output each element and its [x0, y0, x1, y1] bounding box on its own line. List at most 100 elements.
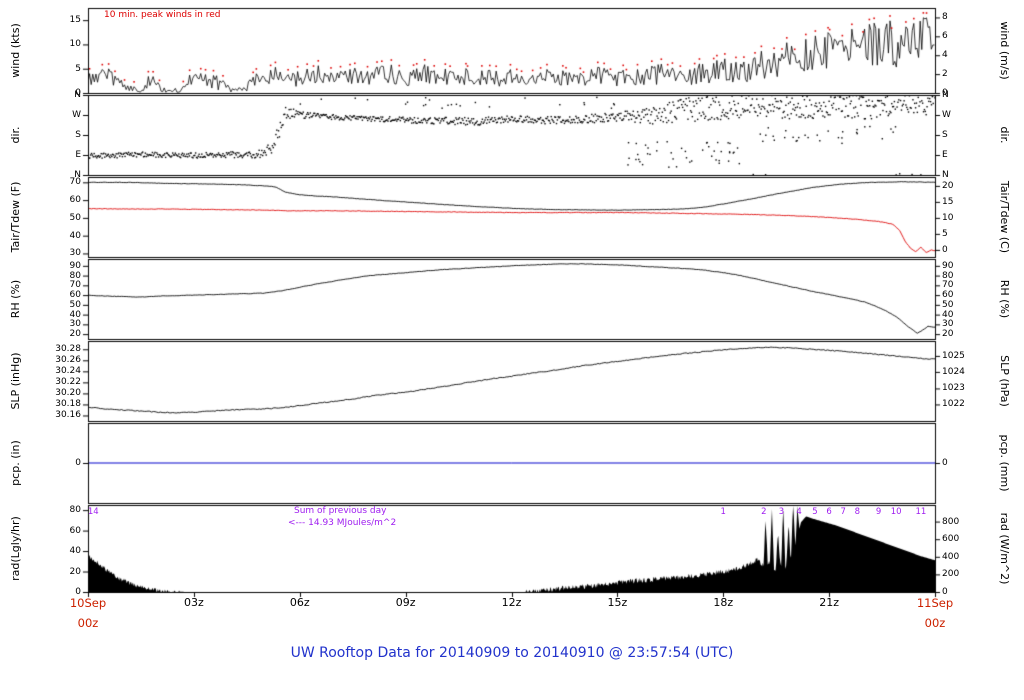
y-tick-label-right-sea_level_pressure-1: 1024 [942, 366, 965, 377]
y-tick-label-right-sea_level_pressure-0: 1025 [942, 350, 965, 361]
axis-title-right-direction: dir. [998, 126, 1011, 144]
y-tick-label-left-sea_level_pressure-0: 30.28 [55, 344, 81, 355]
y-tick-label-left-direction-4: N [74, 170, 81, 180]
rad-mjoule-marker-14: 14 [87, 507, 99, 517]
y-tick-label-left-temperature-0: 70 [69, 177, 81, 188]
y-tick-label-left-wind-2: 5 [75, 63, 81, 74]
x-tick-label-5: 18z [713, 596, 734, 609]
y-tick-label-left-relative_humidity-3: 60 [69, 290, 81, 301]
y-tick-label-left-direction-0: N [74, 90, 81, 100]
x-tick-label-6: 21z [819, 596, 840, 609]
y-tick-label-left-direction-2: S [75, 130, 81, 140]
x-start-date-label: 10Sep [69, 596, 107, 610]
y-tick-label-left-direction-1: W [72, 110, 81, 120]
axis-title-right-relative_humidity: RH (%) [998, 279, 1011, 319]
y-tick-label-left-radiation-1: 60 [69, 525, 81, 536]
y-tick-label-right-radiation-3: 200 [942, 569, 960, 580]
rad-mjoule-marker-7: 7 [840, 507, 846, 517]
rad-mjoule-marker-11: 11 [915, 507, 927, 517]
y-tick-label-right-relative_humidity-4: 50 [942, 299, 954, 310]
y-tick-label-left-temperature-3: 40 [69, 230, 81, 241]
rad-mjoule-marker-2: 2 [761, 507, 767, 517]
y-tick-label-right-relative_humidity-7: 20 [942, 329, 954, 340]
y-tick-label-left-radiation-0: 80 [69, 505, 81, 516]
rad-mjoule-marker-9: 9 [875, 507, 882, 517]
y-tick-label-right-wind-2: 4 [942, 50, 948, 61]
y-tick-label-left-sea_level_pressure-6: 30.16 [55, 410, 81, 421]
y-tick-label-right-relative_humidity-5: 40 [942, 309, 954, 320]
y-tick-label-left-direction-3: E [75, 150, 81, 160]
chart-title: UW Rooftop Data for 20140909 to 20140910… [290, 645, 734, 661]
rad-mjoule-marker-1: 1 [720, 507, 726, 517]
wind-peak-note-label: 10 min. peak winds in red [104, 10, 221, 20]
y-tick-label-left-relative_humidity-6: 30 [69, 319, 81, 330]
rad-mjoule-marker-4: 4 [796, 507, 802, 517]
y-tick-label-left-relative_humidity-4: 50 [69, 299, 81, 310]
axis-title-right-wind: wind (m/s) [998, 21, 1011, 80]
y-tick-label-left-temperature-1: 60 [69, 195, 81, 206]
y-tick-label-right-radiation-0: 800 [942, 516, 960, 527]
y-tick-label-right-temperature-4: 0 [942, 244, 948, 255]
y-tick-label-right-temperature-3: 5 [942, 228, 948, 239]
x-tick-label-1: 06z [289, 596, 310, 609]
y-tick-label-left-relative_humidity-1: 80 [69, 270, 81, 281]
axis-title-left-sea_level_pressure: SLP (inHg) [9, 352, 22, 410]
axis-title-left-precipitation: pcp. (in) [9, 440, 22, 486]
y-tick-label-right-relative_humidity-6: 30 [942, 319, 954, 330]
y-tick-label-left-sea_level_pressure-2: 30.24 [55, 366, 81, 377]
y-tick-label-left-sea_level_pressure-3: 30.22 [55, 377, 81, 388]
x-start-hour-label: 00z [77, 616, 99, 630]
rad-sum-value-label: <--- 14.93 MJoules/m^2 [288, 518, 397, 528]
y-tick-label-left-relative_humidity-2: 70 [69, 280, 81, 291]
x-end-date-label: 11Sep [916, 596, 954, 610]
rad-mjoule-marker-6: 6 [826, 507, 832, 517]
y-tick-label-right-temperature-2: 10 [942, 212, 954, 223]
axis-title-right-precipitation: pcp. (mm) [998, 434, 1011, 492]
x-tick-label-4: 15z [607, 596, 628, 609]
y-tick-label-right-wind-3: 2 [942, 69, 948, 80]
y-tick-label-left-relative_humidity-5: 40 [69, 309, 81, 320]
y-tick-label-right-direction-4: N [942, 170, 949, 180]
y-tick-label-left-radiation-4: 0 [75, 587, 81, 597]
rad-sum-previous-day-label: Sum of previous day [294, 506, 387, 516]
y-tick-label-right-relative_humidity-2: 70 [942, 280, 954, 291]
axis-title-left-wind: wind (kts) [9, 23, 22, 78]
y-tick-label-right-sea_level_pressure-2: 1023 [942, 383, 965, 394]
y-tick-label-right-relative_humidity-3: 60 [942, 290, 954, 301]
x-tick-label-3: 12z [501, 596, 522, 609]
y-tick-label-right-relative_humidity-0: 90 [942, 260, 954, 271]
x-tick-label-0: 03z [183, 596, 204, 609]
x-end-hour-label: 00z [924, 616, 946, 630]
y-tick-label-right-wind-1: 6 [942, 31, 948, 42]
y-tick-label-left-wind-1: 10 [69, 39, 81, 50]
y-tick-label-left-sea_level_pressure-5: 30.18 [55, 399, 81, 410]
axis-title-right-sea_level_pressure: SLP (hPa) [998, 355, 1011, 407]
y-tick-label-right-direction-1: W [942, 110, 951, 120]
y-tick-label-right-wind-0: 8 [942, 12, 948, 23]
y-tick-label-right-direction-2: S [942, 130, 948, 140]
rad-mjoule-marker-10: 10 [890, 507, 902, 517]
y-tick-label-right-wind-4: 0 [942, 88, 948, 98]
y-tick-label-left-sea_level_pressure-1: 30.26 [55, 355, 81, 366]
y-tick-label-left-radiation-3: 20 [69, 566, 81, 577]
y-tick-label-right-radiation-4: 0 [942, 587, 948, 597]
y-tick-label-right-radiation-1: 600 [942, 534, 960, 545]
y-tick-label-right-radiation-2: 400 [942, 551, 960, 562]
axis-title-right-temperature: Tair/Tdew (C) [998, 180, 1011, 254]
x-tick-label-2: 09z [395, 596, 416, 609]
y-tick-label-right-temperature-1: 15 [942, 196, 954, 207]
y-tick-label-right-precipitation-0: 0 [942, 458, 948, 468]
rad-mjoule-marker-5: 5 [812, 507, 818, 517]
y-tick-label-left-sea_level_pressure-4: 30.20 [55, 388, 81, 399]
axis-title-left-temperature: Tair/Tdew (F) [9, 181, 22, 253]
y-tick-label-left-relative_humidity-0: 90 [69, 260, 81, 271]
axis-title-right-radiation: rad (W/m^2) [998, 512, 1011, 585]
y-tick-label-left-temperature-2: 50 [69, 212, 81, 223]
y-tick-label-right-direction-0: N [942, 90, 949, 100]
y-tick-label-left-wind-0: 15 [69, 15, 81, 26]
y-tick-label-left-radiation-2: 40 [69, 546, 81, 557]
y-tick-label-left-precipitation-0: 0 [75, 458, 81, 468]
rad-mjoule-marker-3: 3 [778, 507, 785, 517]
